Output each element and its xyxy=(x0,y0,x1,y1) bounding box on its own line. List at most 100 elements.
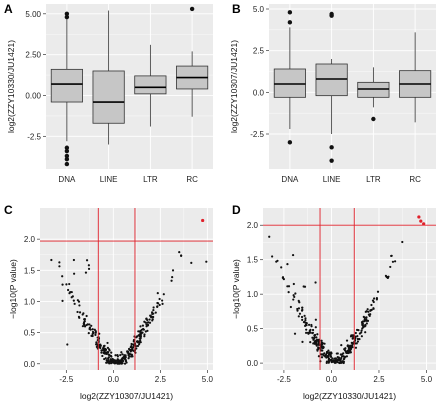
data-point xyxy=(364,331,367,334)
panel-c: C -2.5 0.0 2.5 5.0 0.0 0.5 1.0 1.5 2.0 log2(ZZY103… xyxy=(4,203,213,401)
data-point xyxy=(162,293,165,296)
data-point xyxy=(286,262,289,266)
box-ltr xyxy=(134,75,167,95)
outlier-point xyxy=(287,140,293,145)
data-point xyxy=(61,275,64,278)
y-tick-label: 0.0 xyxy=(24,360,36,369)
data-point xyxy=(389,265,392,269)
x-tick-label: RC xyxy=(186,175,198,184)
data-point xyxy=(345,339,349,342)
data-point xyxy=(302,285,305,288)
y-tick-label: 0.00 xyxy=(25,91,41,100)
data-point xyxy=(369,309,372,312)
data-point xyxy=(121,353,124,356)
data-point xyxy=(375,298,378,301)
data-point xyxy=(148,318,151,321)
data-point xyxy=(401,240,404,244)
data-point xyxy=(376,290,380,293)
data-point xyxy=(136,344,140,348)
outlier-point xyxy=(64,153,70,159)
plot-background xyxy=(40,208,213,370)
data-point xyxy=(310,323,313,327)
data-point xyxy=(124,359,128,363)
data-point xyxy=(385,275,388,279)
data-point xyxy=(113,359,116,363)
data-point xyxy=(390,254,393,257)
data-point xyxy=(356,334,359,338)
data-point xyxy=(341,361,344,364)
x-tick-label: LTR xyxy=(143,175,158,184)
data-point xyxy=(130,346,134,349)
data-point xyxy=(314,341,318,345)
data-point xyxy=(129,353,132,356)
data-point xyxy=(314,318,317,321)
data-point xyxy=(146,321,149,324)
data-point xyxy=(72,299,75,302)
x-tick-label: 2.5 xyxy=(155,375,167,384)
outlier-point xyxy=(329,158,334,163)
data-point xyxy=(122,359,125,363)
data-point xyxy=(303,320,306,324)
data-point xyxy=(336,355,339,359)
data-point xyxy=(322,346,325,349)
data-point xyxy=(171,269,175,272)
data-point xyxy=(320,356,324,359)
data-point xyxy=(365,316,368,319)
data-point xyxy=(314,326,317,329)
y-tick-label: 1.0 xyxy=(24,297,36,306)
data-point xyxy=(110,351,113,354)
data-point xyxy=(130,342,133,346)
data-point xyxy=(271,255,274,258)
data-point xyxy=(91,328,94,331)
data-point xyxy=(132,338,136,342)
data-point xyxy=(100,351,103,354)
data-point xyxy=(300,315,304,319)
outlier-point xyxy=(64,161,70,167)
panel-d: D -2.5 0.0 2.5 5.0 0.0 0.5 1.0 1.5 2.0 log2(ZZY103… xyxy=(231,203,436,401)
y-tick-label: 1.0 xyxy=(247,290,259,299)
data-point xyxy=(140,328,143,331)
data-point xyxy=(68,292,71,295)
data-point xyxy=(87,267,91,271)
box-dna xyxy=(50,68,83,103)
data-point xyxy=(94,333,97,336)
data-point xyxy=(305,328,308,331)
outlier-point xyxy=(189,6,195,12)
data-point xyxy=(296,307,299,311)
data-point xyxy=(100,349,103,352)
data-point xyxy=(109,358,112,361)
data-point xyxy=(349,348,352,351)
data-point xyxy=(141,324,145,327)
data-point xyxy=(361,324,364,327)
data-point xyxy=(320,341,324,344)
data-point xyxy=(154,311,157,314)
data-point xyxy=(104,351,107,354)
data-point xyxy=(345,351,348,354)
data-point xyxy=(342,352,345,355)
outlier-point xyxy=(64,11,70,17)
data-point xyxy=(292,294,295,297)
data-point xyxy=(361,320,365,323)
data-point xyxy=(354,337,357,340)
y-tick-label: 0.0 xyxy=(253,88,265,97)
data-point xyxy=(126,351,129,354)
significant-point xyxy=(422,222,426,226)
data-point xyxy=(329,353,332,356)
data-point xyxy=(292,298,295,301)
data-point xyxy=(65,283,68,286)
x-tick-label: 0.0 xyxy=(108,375,120,384)
data-point xyxy=(66,288,70,292)
data-point xyxy=(124,357,127,361)
data-point xyxy=(333,359,336,362)
data-point xyxy=(119,354,122,357)
data-point xyxy=(66,343,69,346)
data-point xyxy=(308,331,311,334)
data-point xyxy=(135,347,138,350)
outlier-point xyxy=(64,14,70,20)
data-point xyxy=(301,306,304,309)
data-point xyxy=(94,330,97,333)
data-point xyxy=(291,253,295,257)
data-point xyxy=(342,355,345,358)
outlier-point xyxy=(64,148,70,154)
